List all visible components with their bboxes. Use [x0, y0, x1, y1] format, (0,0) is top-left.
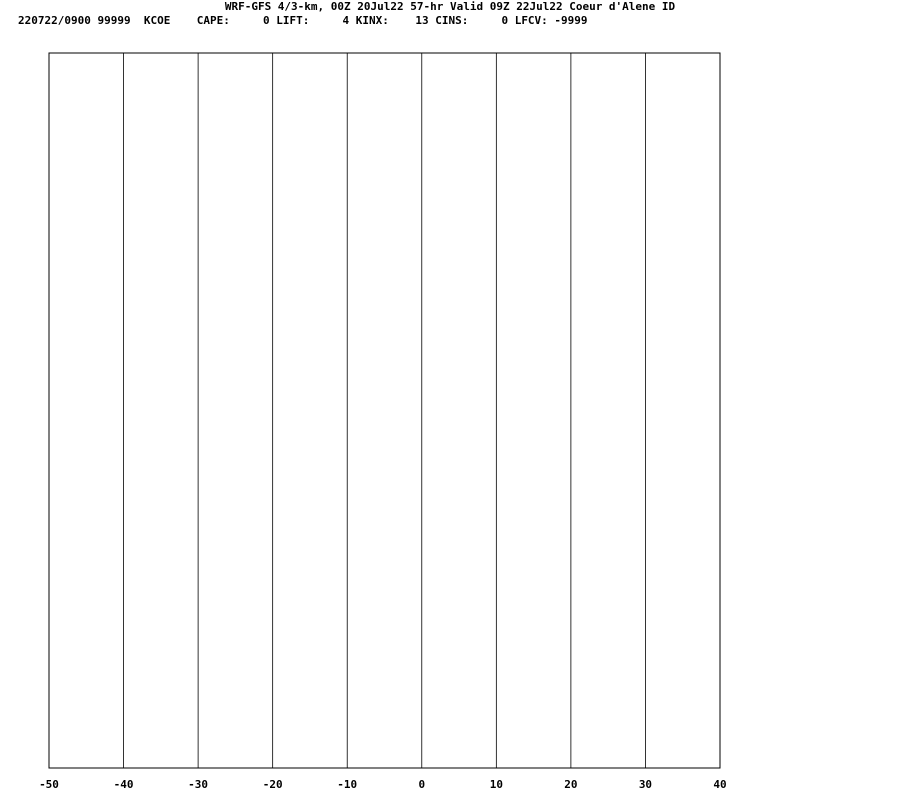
x-tick-label: 20 — [564, 778, 577, 791]
chart-title-line1: WRF-GFS 4/3-km, 00Z 20Jul22 57-hr Valid … — [224, 0, 676, 13]
grid — [123, 53, 646, 768]
x-tick-label: -30 — [188, 778, 208, 791]
tick-labels: -50-40-30-20-100102030404005006007008009… — [39, 778, 727, 791]
x-tick-label: -10 — [337, 778, 357, 791]
x-tick-label: 0 — [418, 778, 425, 791]
x-tick-label: 30 — [639, 778, 652, 791]
x-tick-label: 10 — [490, 778, 503, 791]
plot-frame — [48, 52, 721, 769]
x-tick-label: -50 — [39, 778, 59, 791]
chart-title-line2: 220722/0900 99999 KCOE CAPE: 0 LIFT: 4 K… — [18, 14, 588, 27]
x-tick-label: -40 — [114, 778, 134, 791]
x-tick-label: -20 — [263, 778, 283, 791]
x-tick-label: 40 — [713, 778, 726, 791]
